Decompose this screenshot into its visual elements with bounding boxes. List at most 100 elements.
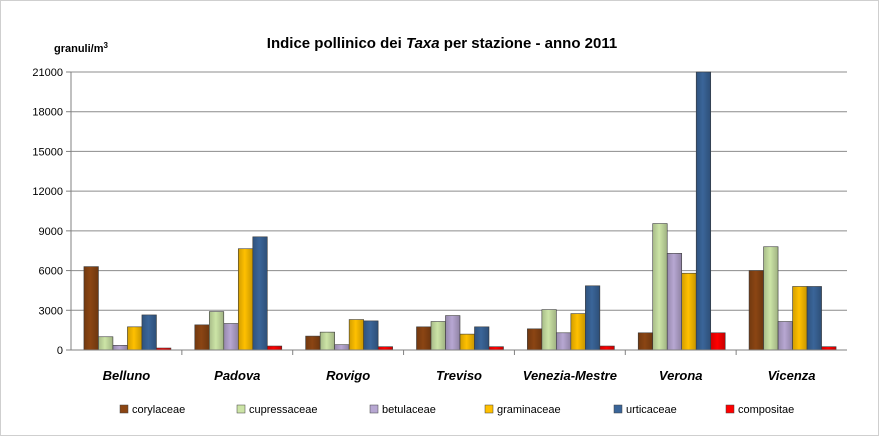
legend-item-corylaceae: corylaceae [119,404,185,416]
bar-graminaceae-verona [681,272,697,351]
legend-label: graminaceae [497,404,561,416]
bar-corylaceae-verona [637,332,654,351]
bar-shading [223,323,239,350]
bar-shading [83,266,99,350]
y-tick-label: 21000 [32,67,63,79]
bar-shading [378,346,393,350]
bar-shading [112,345,128,350]
chart-title-part: Taxa [406,35,440,52]
bar-cupressaceae-padova [208,311,225,351]
legend-swatch [236,404,246,414]
chart-title-part: per stazione - anno 2011 [440,35,618,52]
bar-betulaceae-vicenza [777,321,793,351]
legend-swatch [369,404,379,414]
legend-swatch [484,404,494,414]
legend-item-compositae: compositae [725,404,794,416]
bar-graminaceae-belluno [127,326,143,351]
bar-shading [652,223,668,350]
bar-urticaceae-rovigo [363,320,379,351]
bar-urticaceae-treviso [474,326,490,351]
bar-shading [527,328,542,350]
bar-graminaceae-venezia-mestre [570,313,586,351]
bar-cupressaceae-treviso [430,321,446,351]
y-tick-label: 15000 [32,146,63,158]
bar-shading [460,334,475,350]
bar-betulaceae-verona [666,253,683,351]
bar-betulaceae-rovigo [334,344,350,351]
bar-shading [349,319,364,350]
bar-graminaceae-treviso [459,333,475,351]
bar-shading [194,324,210,350]
legend-item-betulaceae: betulaceae [369,404,436,416]
bar-compositae-verona [710,332,726,351]
bar-shading [334,344,350,350]
bar-compositae-venezia-mestre [599,345,615,351]
bar-urticaceae-padova [252,236,268,351]
y-axis-label-superscript: 3 [104,41,109,50]
bar-shading [416,326,431,350]
y-tick-label: 6000 [39,266,63,278]
chart-title-part: Indice pollinico dei [267,35,406,52]
bar-shading [252,236,268,350]
bar-graminaceae-rovigo [348,319,364,351]
bar-shading [431,321,446,350]
bar-shading [141,314,157,350]
bar-shading [638,332,653,350]
bar-urticaceae-venezia-mestre [585,285,601,351]
bar-cupressaceae-venezia-mestre [541,309,557,351]
bar-shading [445,315,460,350]
legend-label: corylaceae [132,404,185,416]
bar-corylaceae-treviso [416,326,432,351]
bar-shading [696,72,711,350]
bar-shading [98,336,113,350]
y-tick-label: 9000 [39,226,63,238]
y-tick-label: 12000 [32,186,63,198]
bar-shading [305,336,321,350]
bar-corylaceae-rovigo [305,335,321,351]
bar-graminaceae-padova [237,248,254,351]
legend-swatch [119,404,129,414]
bar-cupressaceae-rovigo [319,331,335,351]
y-tick-label: 3000 [39,305,63,317]
bar-shading [763,246,779,350]
x-tick-label: Vicenza [768,368,816,383]
bar-shading [570,313,586,350]
bar-shading [749,270,764,350]
bar-shading [821,346,837,350]
bar-cupressaceae-belluno [98,336,114,351]
bar-shading [681,273,697,350]
legend-label: compositae [738,404,794,416]
y-axis-label: granuli/m3 [54,41,109,55]
bar-graminaceae-vicenza [792,286,808,351]
bar-shading [156,348,171,350]
bar-shading [667,253,682,350]
bar-betulaceae-belluno [112,345,128,351]
bar-shading [267,346,282,350]
bar-shading [599,346,615,350]
y-tick-label: 0 [57,345,63,357]
bar-cupressaceae-vicenza [763,246,779,351]
bar-corylaceae-venezia-mestre [527,328,543,351]
legend-label: urticaceae [626,404,677,416]
chart-title: Indice pollinico dei Taxa per stazione -… [267,35,617,52]
bar-betulaceae-padova [223,323,239,351]
bar-shading [238,248,253,350]
bar-urticaceae-vicenza [806,286,822,351]
x-tick-label: Verona [659,368,703,383]
bar-shading [585,285,600,350]
x-tick-label: Venezia-Mestre [523,368,617,383]
legend-label: betulaceae [382,404,436,416]
bar-cupressaceae-verona [652,223,668,351]
bar-urticaceae-verona [695,71,712,351]
legend-item-urticaceae: urticaceae [613,404,677,416]
bar-betulaceae-treviso [445,315,461,351]
bar-shading [209,311,224,350]
bar-betulaceae-venezia-mestre [556,332,572,351]
bar-compositae-padova [266,345,283,351]
bar-shading [792,286,808,350]
bar-shading [489,346,504,350]
x-tick-label: Belluno [103,368,151,383]
legend-label: cupressaceae [249,404,318,416]
